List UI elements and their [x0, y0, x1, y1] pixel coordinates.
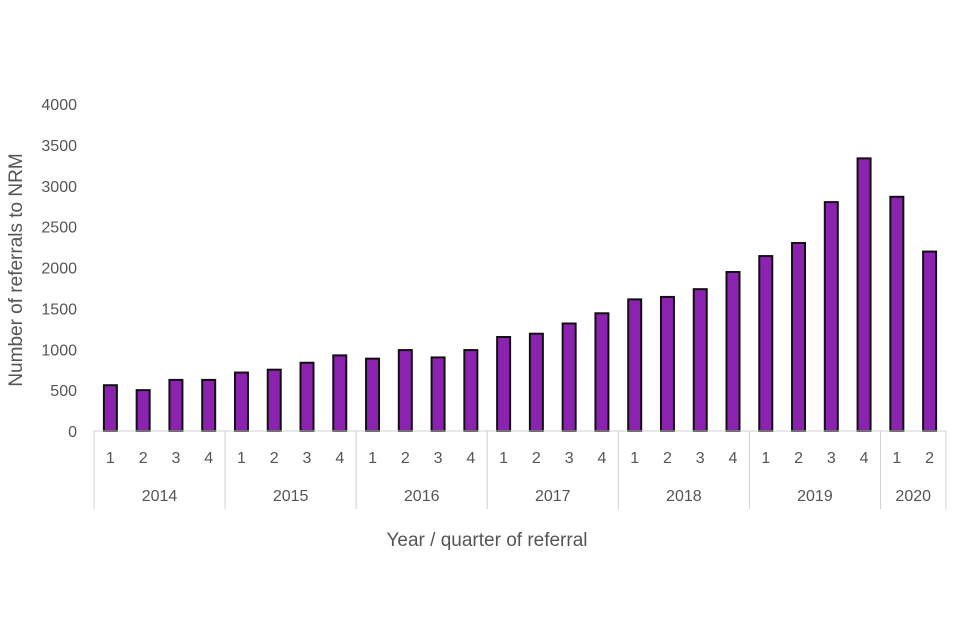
- x-quarter-label: 4: [597, 450, 606, 467]
- x-quarter-label: 4: [204, 450, 213, 467]
- bar-2016-q4: [463, 349, 479, 433]
- bar-2016-q3: [430, 356, 446, 432]
- y-tick-label: 0: [68, 424, 77, 441]
- x-quarter-label: 3: [696, 450, 705, 467]
- y-axis-title: Number of referrals to NRM: [6, 153, 27, 386]
- x-year-label: 2015: [273, 488, 309, 505]
- x-quarter-label: 2: [532, 450, 541, 467]
- y-tick-label: 3500: [41, 138, 77, 155]
- x-quarter-label: 2: [925, 450, 934, 467]
- bar-2017-q3: [561, 322, 577, 432]
- x-quarter-label: 4: [729, 450, 738, 467]
- x-quarter-label: 2: [794, 450, 803, 467]
- x-quarter-label: 1: [237, 450, 246, 467]
- x-quarter-label: 1: [499, 450, 508, 467]
- x-quarter-label: 1: [761, 450, 770, 467]
- y-tick-label: 4000: [41, 97, 77, 114]
- bar-2020-q1: [889, 195, 905, 432]
- bar-2017-q2: [528, 332, 544, 432]
- bar-2014-q4: [201, 378, 217, 432]
- x-axis: 1 2 3 4 2014 1 2 3 4 2015 1 2 3 4 2016 1 2 3 4 2017 1 2 3 4 2018…: [93, 430, 947, 509]
- bar-2016-q2: [397, 349, 413, 433]
- bar-2018-q3: [692, 288, 708, 432]
- bar-2014-q3: [168, 378, 184, 432]
- bar-2018-q2: [659, 295, 675, 432]
- x-quarter-label: 3: [434, 450, 443, 467]
- x-quarter-label: 3: [171, 450, 180, 467]
- bar-2015-q2: [266, 368, 282, 432]
- bar-2019-q1: [758, 255, 774, 432]
- x-quarter-label: 1: [368, 450, 377, 467]
- x-quarter-label: 2: [663, 450, 672, 467]
- bar-2015-q4: [332, 354, 348, 433]
- x-quarter-label: 2: [139, 450, 148, 467]
- y-tick-label: 500: [50, 383, 77, 400]
- x-year-label: 2020: [895, 488, 931, 505]
- x-quarter-label: 1: [106, 450, 115, 467]
- bar-2018-q1: [627, 298, 643, 432]
- x-year-label: 2016: [404, 488, 440, 505]
- x-quarter-label: 3: [827, 450, 836, 467]
- bars: [102, 157, 938, 433]
- y-tick-label: 3000: [41, 179, 77, 196]
- y-tick-label: 2000: [41, 261, 77, 278]
- bar-2019-q2: [791, 241, 807, 432]
- x-quarter-label: 1: [630, 450, 639, 467]
- x-axis-title: Year / quarter of referral: [386, 530, 587, 551]
- y-tick-label: 2500: [41, 220, 77, 237]
- y-tick-label: 1000: [41, 342, 77, 359]
- x-year-label: 2014: [142, 488, 178, 505]
- x-year-label: 2018: [666, 488, 702, 505]
- bar-2019-q3: [823, 201, 839, 432]
- y-axis-ticks: 0 500 1000 1500 2000 2500 3000 3500 4000: [41, 97, 77, 441]
- x-quarter-label: 2: [270, 450, 279, 467]
- x-quarter-label: 4: [466, 450, 475, 467]
- x-quarter-label: 4: [335, 450, 344, 467]
- bar-2018-q4: [725, 270, 741, 432]
- bar-2019-q4: [856, 157, 872, 433]
- bar-2015-q3: [299, 361, 315, 432]
- bar-2020-q2: [922, 250, 938, 432]
- x-quarter-label: 3: [565, 450, 574, 467]
- x-quarter-label: 2: [401, 450, 410, 467]
- bar-2014-q1: [102, 384, 118, 432]
- bar-2017-q1: [496, 335, 512, 432]
- bar-2016-q1: [365, 357, 381, 432]
- x-quarter-label: 3: [303, 450, 312, 467]
- x-quarter-label: 1: [892, 450, 901, 467]
- bar-2014-q2: [135, 389, 151, 432]
- x-year-label: 2017: [535, 488, 571, 505]
- bar-2017-q4: [594, 312, 610, 432]
- x-year-label: 2019: [797, 488, 833, 505]
- x-quarter-label: 4: [860, 450, 869, 467]
- y-tick-label: 1500: [41, 301, 77, 318]
- bar-2015-q1: [233, 371, 249, 432]
